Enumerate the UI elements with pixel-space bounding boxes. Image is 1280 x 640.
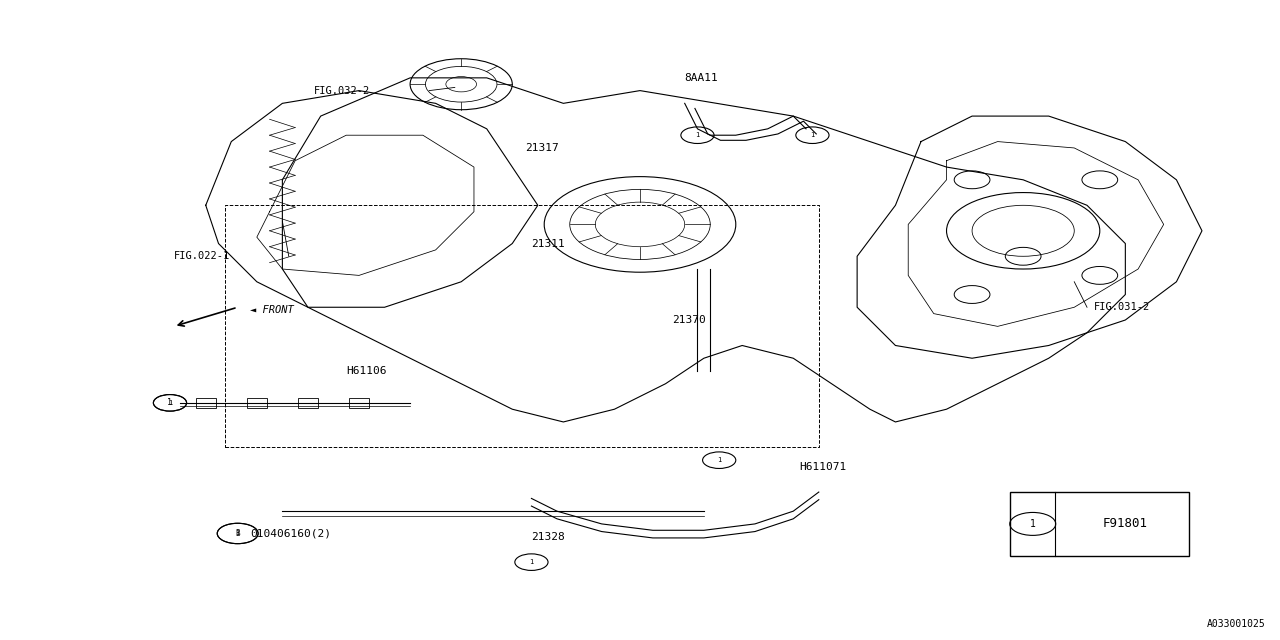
Text: FIG.032-2: FIG.032-2 [315,86,370,95]
Text: ◄ FRONT: ◄ FRONT [251,305,294,316]
Text: FIG.022-1: FIG.022-1 [174,252,230,261]
Text: A033001025: A033001025 [1207,619,1266,629]
Text: B: B [236,529,239,538]
Text: 1: 1 [530,559,534,565]
Bar [348,397,369,408]
Bar [196,397,216,408]
Text: 1: 1 [168,398,173,407]
Text: 1: 1 [695,132,700,138]
Bar [247,397,268,408]
Text: 1: 1 [236,531,239,536]
Text: 21328: 21328 [531,532,566,541]
Text: 21311: 21311 [531,239,566,248]
Text: H611071: H611071 [800,461,847,472]
Text: F91801: F91801 [1103,517,1148,531]
Text: 21317: 21317 [525,143,559,153]
Text: 8AA11: 8AA11 [685,73,718,83]
Text: H61106: H61106 [346,366,387,376]
Text: 010406160(2): 010406160(2) [251,529,332,538]
Bar [298,397,319,408]
Text: FIG.031-2: FIG.031-2 [1093,302,1149,312]
Text: 1: 1 [168,400,172,406]
Text: 1: 1 [810,132,814,138]
Text: 21370: 21370 [672,315,705,325]
Text: 1: 1 [1030,519,1036,529]
Text: 1: 1 [717,457,722,463]
